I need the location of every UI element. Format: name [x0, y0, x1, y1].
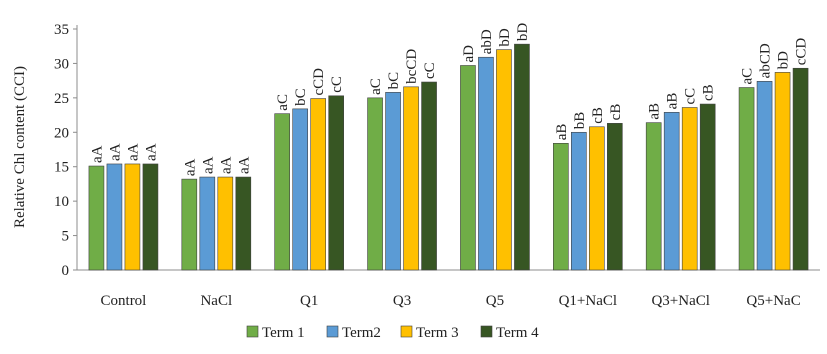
bar	[217, 176, 234, 271]
data-label: bD	[515, 23, 531, 42]
data-label: aB	[554, 124, 570, 141]
data-label: aB	[647, 103, 663, 120]
data-label: cB	[608, 104, 624, 121]
data-label: aA	[107, 143, 123, 161]
data-label: aC	[368, 78, 384, 95]
bar	[589, 126, 605, 271]
data-label: aA	[218, 156, 234, 174]
bar	[460, 65, 476, 271]
y-tick-label: 35	[54, 22, 69, 38]
data-label: cC	[422, 62, 438, 79]
bar	[310, 98, 326, 271]
bar	[124, 163, 141, 271]
legend-swatch	[246, 325, 259, 338]
bar	[681, 107, 698, 271]
x-tick-label: Q3+NaCl	[651, 293, 709, 309]
bar	[199, 176, 216, 271]
bar	[385, 92, 401, 271]
y-tick-label: 0	[62, 263, 70, 279]
bar	[88, 165, 105, 271]
data-label: bcCD	[404, 49, 420, 84]
x-tick-label: Q1+NaCl	[559, 293, 617, 309]
y-tick-label: 15	[54, 160, 69, 176]
data-label: cCD	[311, 68, 327, 96]
data-label: aB	[665, 93, 681, 110]
bar	[774, 72, 791, 271]
data-label: bD	[497, 28, 513, 47]
data-label: aD	[461, 45, 477, 63]
data-label: aA	[89, 145, 105, 163]
legend-label: Term 3	[416, 325, 459, 341]
legend-swatch	[400, 325, 413, 338]
y-tick-label: 20	[54, 125, 69, 141]
chart-bars	[88, 43, 809, 271]
bar	[235, 176, 252, 271]
bar	[738, 87, 755, 271]
bar	[328, 95, 344, 271]
bar	[663, 112, 680, 271]
data-label: abCD	[758, 43, 774, 78]
y-tick-label: 5	[62, 229, 70, 245]
chart-legend: Term 1 Term2 Term 3 Term 4	[246, 325, 539, 341]
x-tick-label: Q1	[300, 293, 318, 309]
data-label: aA	[236, 156, 252, 174]
y-tick-label: 25	[54, 91, 69, 107]
bar	[292, 108, 308, 271]
data-label: aA	[125, 143, 141, 161]
bar	[478, 56, 494, 271]
y-tick-label: 30	[54, 56, 69, 72]
bar	[699, 103, 716, 271]
data-label: bD	[776, 51, 792, 70]
bar	[514, 43, 530, 271]
bar	[571, 131, 587, 271]
data-label: cB	[590, 107, 606, 124]
data-label: bC	[386, 72, 402, 90]
bar	[607, 123, 623, 271]
x-tick-label: Q5+NaC	[746, 293, 800, 309]
chart-axes: 0 5 10 15 20 25 30 35 Control NaCl Q1 Q3 Q5 Q1+NaCl Q3…	[54, 22, 820, 309]
data-label: abD	[479, 29, 495, 54]
x-tick-label: Q5	[486, 293, 504, 309]
bar	[496, 49, 512, 271]
y-axis-label: Relative Chl content (CCI)	[12, 66, 28, 228]
x-tick-label: Control	[101, 293, 147, 309]
legend-swatch	[326, 325, 339, 338]
bar	[181, 178, 198, 271]
y-tick-label: 10	[54, 194, 69, 210]
bar	[403, 86, 419, 271]
bar	[553, 143, 569, 271]
data-label: cC	[329, 76, 345, 93]
bar	[142, 163, 159, 271]
data-label: aA	[143, 143, 159, 161]
data-label: aA	[200, 156, 216, 174]
data-label: bB	[572, 112, 588, 130]
x-tick-label: NaCl	[200, 293, 232, 309]
data-label: bC	[293, 88, 309, 106]
bar	[645, 122, 662, 271]
bar	[756, 81, 773, 271]
bar	[792, 67, 809, 271]
legend-label: Term2	[342, 325, 381, 341]
bar	[421, 81, 437, 271]
legend-swatch	[480, 325, 493, 338]
bar	[106, 163, 123, 271]
bar	[274, 113, 290, 271]
legend-label: Term 4	[496, 325, 539, 341]
data-label: cC	[683, 88, 699, 105]
data-label: aA	[182, 158, 198, 176]
data-label: aC	[275, 94, 291, 111]
legend-label: Term 1	[262, 325, 305, 341]
data-label: aC	[740, 68, 756, 85]
x-tick-label: Q3	[393, 293, 411, 309]
data-label: cCD	[794, 38, 810, 66]
bar	[367, 97, 383, 271]
data-label: cB	[701, 84, 717, 101]
